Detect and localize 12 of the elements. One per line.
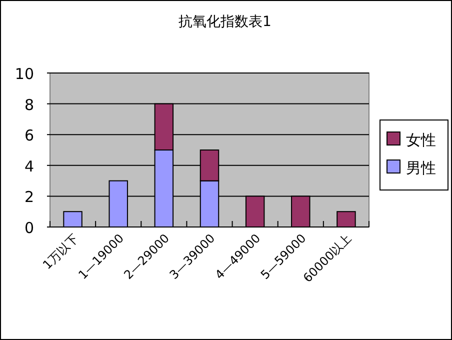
bar [63,211,82,228]
y-tick-label: 6 [24,126,34,145]
bar [336,211,356,228]
y-tick-label: 0 [24,219,34,237]
x-tick-label: 1万以下 [40,231,81,272]
y-tick-label: 10 [14,65,34,83]
legend-label: 女性 [406,131,436,149]
y-tick-label: 8 [24,96,34,114]
y-tick-label: 2 [24,188,34,206]
chart-title: 抗氧化指数表1 [178,14,272,30]
y-tick-label: 4 [24,157,34,176]
legend-label: 男性 [406,159,436,177]
